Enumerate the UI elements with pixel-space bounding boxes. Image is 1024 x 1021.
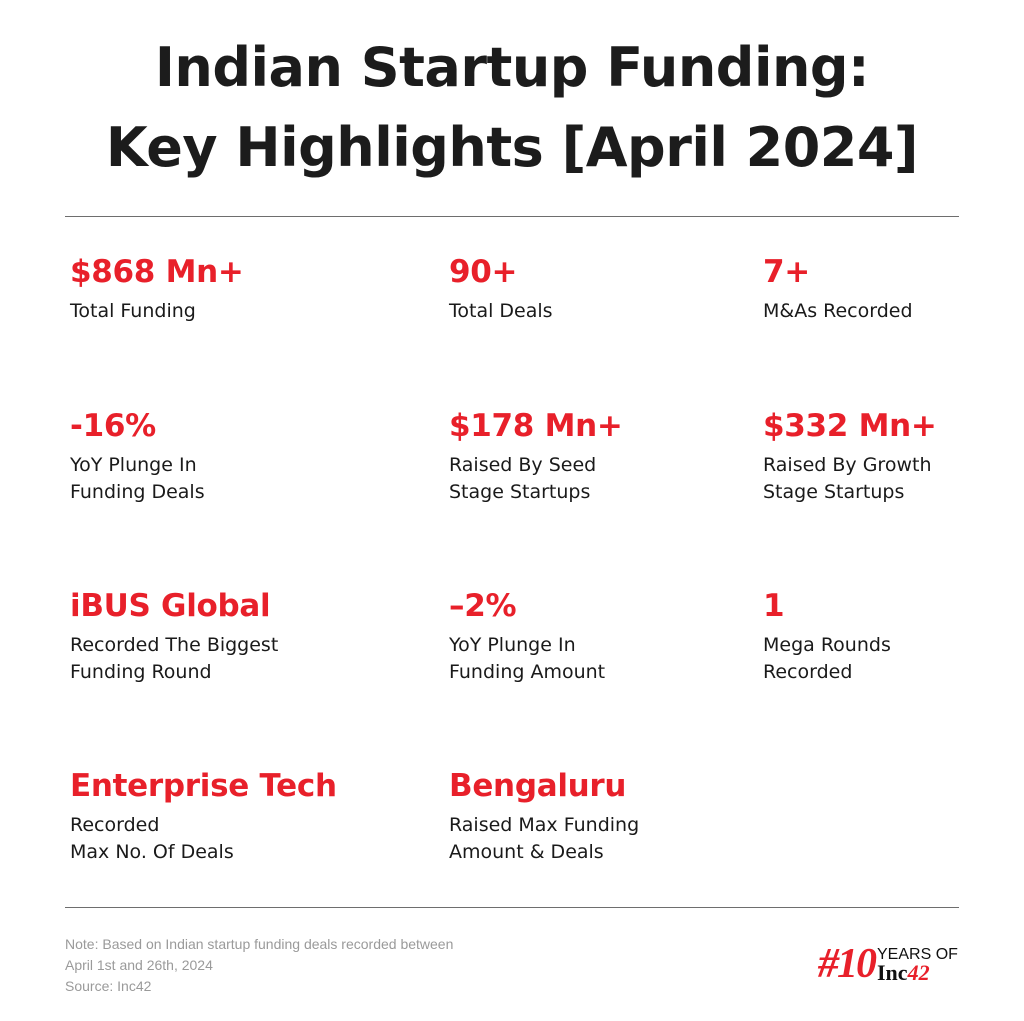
bottom-divider xyxy=(65,907,959,908)
stat-label: Recorded Max No. Of Deals xyxy=(70,814,234,863)
stat-label: Raised By Seed Stage Startups xyxy=(449,454,597,503)
stat-sector: Enterprise Tech Recorded Max No. Of Deals xyxy=(70,766,370,866)
stat-label: Recorded The Biggest Funding Round xyxy=(70,634,279,683)
stat-total-deals: 90+ Total Deals xyxy=(449,252,749,325)
stat-label: Total Funding xyxy=(70,300,196,322)
stat-label: Raised By Growth Stage Startups xyxy=(763,454,932,503)
stat-value: Bengaluru xyxy=(449,768,627,804)
logo-years: YEARS OF xyxy=(877,946,958,963)
stat-label: Total Deals xyxy=(449,300,553,322)
stat-mas: 7+ M&As Recorded xyxy=(763,252,1024,325)
stat-value: –2% xyxy=(449,588,517,624)
note-line-2: April 1st and 26th, 2024 xyxy=(65,957,213,973)
stat-label: Mega Rounds Recorded xyxy=(763,634,891,683)
stat-value: iBUS Global xyxy=(70,588,271,624)
stat-value: -16% xyxy=(70,408,156,444)
stat-value: Enterprise Tech xyxy=(70,768,337,804)
inc42-logo: #10 YEARS OF Inc42 xyxy=(818,941,958,987)
stat-value: $332 Mn+ xyxy=(763,408,937,444)
stat-biggest-round: iBUS Global Recorded The Biggest Funding … xyxy=(70,586,370,686)
stat-yoy-amount: –2% YoY Plunge In Funding Amount xyxy=(449,586,749,686)
stat-yoy-deals: -16% YoY Plunge In Funding Deals xyxy=(70,406,370,506)
stat-value: 7+ xyxy=(763,254,810,290)
stat-value: $868 Mn+ xyxy=(70,254,244,290)
title-line-2: Key Highlights [April 2024] xyxy=(105,116,919,179)
logo-brand: Inc42 xyxy=(877,960,930,985)
stat-total-funding: $868 Mn+ Total Funding xyxy=(70,252,370,325)
note-line-1: Note: Based on Indian startup funding de… xyxy=(65,936,454,952)
stat-growth: $332 Mn+ Raised By Growth Stage Startups xyxy=(763,406,1024,506)
stat-mega-rounds: 1 Mega Rounds Recorded xyxy=(763,586,1024,686)
stat-value: 90+ xyxy=(449,254,518,290)
stat-city: Bengaluru Raised Max Funding Amount & Dea… xyxy=(449,766,749,866)
stat-seed: $178 Mn+ Raised By Seed Stage Startups xyxy=(449,406,749,506)
footnote: Note: Based on Indian startup funding de… xyxy=(65,934,453,997)
stat-label: YoY Plunge In Funding Amount xyxy=(449,634,606,683)
stat-label: Raised Max Funding Amount & Deals xyxy=(449,814,640,863)
title-line-1: Indian Startup Funding: xyxy=(154,36,870,99)
stat-value: 1 xyxy=(763,588,785,624)
stat-value: $178 Mn+ xyxy=(449,408,623,444)
source: Source: Inc42 xyxy=(65,978,152,994)
stat-label: M&As Recorded xyxy=(763,300,913,322)
logo-number: #10 xyxy=(818,941,877,987)
stat-label: YoY Plunge In Funding Deals xyxy=(70,454,205,503)
top-divider xyxy=(65,216,959,217)
